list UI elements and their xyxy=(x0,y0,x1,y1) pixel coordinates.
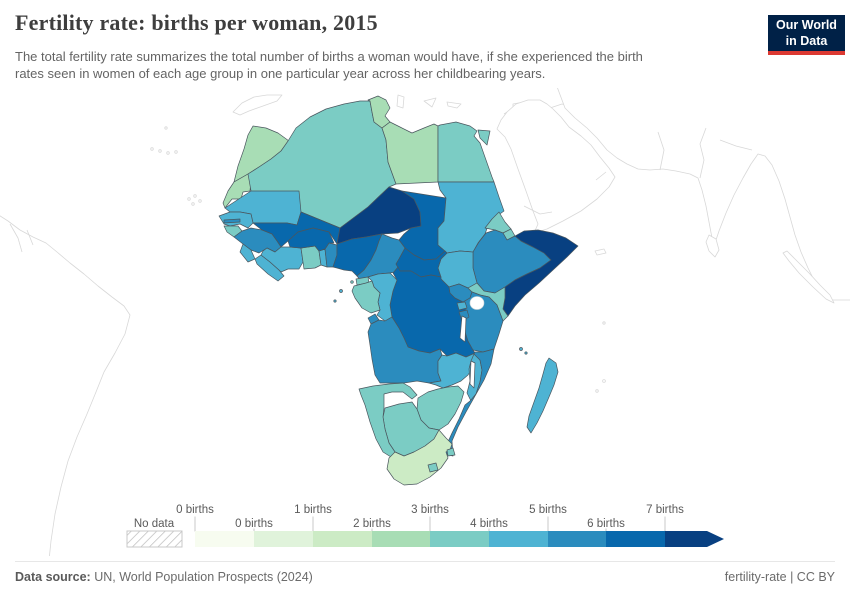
country-egypt-sinai[interactable] xyxy=(477,129,491,146)
background-cape-verde-2 xyxy=(193,194,197,198)
country-bioko[interactable] xyxy=(350,280,354,284)
country-namibia[interactable] xyxy=(358,382,418,458)
page-title: Fertility rate: births per woman, 2015 xyxy=(15,10,378,35)
background-madeira xyxy=(164,126,168,130)
background-sumatra xyxy=(782,250,835,304)
background-iberia xyxy=(232,94,283,116)
background-sardinia xyxy=(396,94,405,109)
legend-label-bottom-1: 2 births xyxy=(353,518,391,530)
legend-label-bottom-2: 4 births xyxy=(470,518,508,530)
footer-separator: | xyxy=(786,570,797,584)
africa-choropleth xyxy=(218,95,579,486)
data-source-value: UN, World Population Prospects (2024) xyxy=(90,570,313,584)
legend-no-data-swatch[interactable] xyxy=(126,530,183,548)
legend-bin-4[interactable] xyxy=(430,531,489,547)
legend-bin-6[interactable] xyxy=(548,531,606,547)
country-cote-divoire[interactable] xyxy=(260,246,304,273)
legend-label-top-4: 7 births xyxy=(646,504,684,516)
background-arabia xyxy=(496,99,616,234)
owid-logo-line1: Our World xyxy=(776,18,837,32)
legend-bin-7[interactable] xyxy=(606,531,665,547)
legend-bin-8-arrow-tip[interactable] xyxy=(707,531,724,547)
legend-bin-8-arrow-body[interactable] xyxy=(665,531,707,547)
country-sao-tome-2[interactable] xyxy=(333,299,337,303)
data-source-prefix: Data source: xyxy=(15,570,91,584)
background-socotra xyxy=(594,248,607,256)
background-guyana-borders xyxy=(9,223,34,253)
background-sicily xyxy=(423,97,437,108)
legend-no-data-label: No data xyxy=(134,518,175,530)
background-cape-verde-3 xyxy=(191,202,195,206)
country-egypt[interactable] xyxy=(437,121,495,183)
lake-malawi xyxy=(469,360,476,389)
background-canary-2 xyxy=(158,149,162,153)
country-rwanda[interactable] xyxy=(456,301,468,311)
legend-bin-3[interactable] xyxy=(372,531,430,547)
country-comoros-2[interactable] xyxy=(524,351,528,355)
footer-divider xyxy=(15,561,835,562)
country-madagascar[interactable] xyxy=(526,357,559,434)
map-legend: No data 0 births 1 births 3 births 5 bir… xyxy=(126,504,724,548)
country-burkina-faso[interactable] xyxy=(287,227,335,252)
country-sao-tome-1[interactable] xyxy=(339,289,343,293)
subtitle-line-1: The total fertility rate summarizes the … xyxy=(15,49,643,64)
background-pakistan-india-border xyxy=(699,127,707,179)
background-seychelles xyxy=(602,321,606,325)
background-canary-3 xyxy=(166,151,170,155)
owid-logo-line2: in Data xyxy=(785,33,828,48)
owid-logo-text: Our World in Data xyxy=(768,15,845,52)
background-canary-1 xyxy=(150,147,154,151)
lake-tanganyika xyxy=(459,315,467,343)
background-cape-verde-1 xyxy=(187,197,191,201)
legend-bin-2[interactable] xyxy=(313,531,372,547)
background-asia-mainland xyxy=(557,88,850,301)
legend-label-top-2: 3 births xyxy=(411,504,449,516)
legend-bin-5[interactable] xyxy=(489,531,548,547)
country-zambia[interactable] xyxy=(428,352,481,389)
cc-by-link[interactable]: CC BY xyxy=(796,570,835,584)
background-sri-lanka xyxy=(705,234,720,258)
background-crete xyxy=(446,101,462,109)
background-iran-pakistan-border xyxy=(657,131,665,171)
country-comoros-1[interactable] xyxy=(519,347,523,351)
background-nepal-border xyxy=(719,139,753,151)
chart-subtitle: The total fertility rate summarizes the … xyxy=(15,48,643,82)
footer-attribution: fertility-rate | CC BY xyxy=(725,570,835,584)
owid-logo-accent-bar xyxy=(768,51,845,56)
background-oman-border xyxy=(595,171,607,181)
background-cape-verde-4 xyxy=(198,199,202,203)
legend-label-top-1: 1 births xyxy=(294,504,332,516)
legend-bin-1[interactable] xyxy=(254,531,313,547)
legend-label-top-0: 0 births xyxy=(176,504,214,516)
legend-bin-0[interactable] xyxy=(195,531,254,547)
country-gambia[interactable] xyxy=(223,218,241,224)
country-sierra-leone[interactable] xyxy=(239,243,256,263)
footer-data-source: Data source: UN, World Population Prospe… xyxy=(15,570,313,584)
legend-label-bottom-0: 0 births xyxy=(235,518,273,530)
country-eswatini[interactable] xyxy=(446,447,456,457)
background-canary-4 xyxy=(174,150,178,154)
legend-label-top-3: 5 births xyxy=(529,504,567,516)
background-reunion xyxy=(595,389,599,393)
background-yemen-border xyxy=(523,205,553,215)
background-mauritius xyxy=(602,379,606,383)
country-lesotho[interactable] xyxy=(427,462,439,473)
chart-slug: fertility-rate xyxy=(724,570,787,584)
country-gabon[interactable] xyxy=(351,280,381,314)
legend-label-bottom-3: 6 births xyxy=(587,518,625,530)
background-continents xyxy=(0,88,850,556)
subtitle-line-2: rates seen in women of each age group in… xyxy=(15,66,546,82)
owid-logo[interactable]: Our World in Data xyxy=(768,15,845,56)
background-south-america xyxy=(0,215,131,556)
lake-victoria xyxy=(469,296,485,310)
